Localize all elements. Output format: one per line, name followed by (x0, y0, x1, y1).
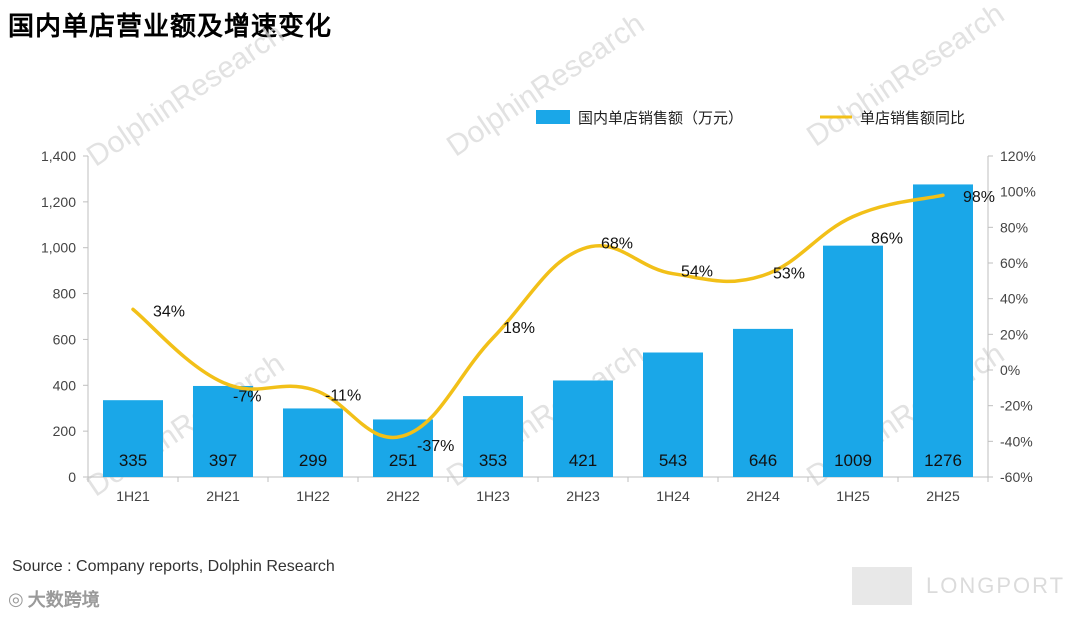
y-right-tick-label: 60% (1000, 255, 1028, 271)
line-value-label: 53% (773, 265, 805, 282)
line-series (131, 193, 945, 440)
bar (103, 400, 163, 477)
y-left-tick-label: 1,200 (41, 194, 76, 210)
watermark-brand: LONGPORT (852, 566, 1068, 606)
bar (643, 352, 703, 477)
bar (463, 396, 523, 477)
x-tick-label: 2H23 (566, 488, 600, 504)
x-tick-label: 1H21 (116, 488, 150, 504)
legend-line-label: 单店销售额同比 (860, 109, 965, 127)
logo-swirl-icon: ◎ (8, 588, 24, 610)
bar-value-label: 1276 (924, 451, 962, 470)
brand-block-icon (852, 567, 912, 605)
x-tick-label: 2H21 (206, 488, 240, 504)
bar-value-label: 421 (569, 451, 597, 470)
watermark-brand-text: LONGPORT (926, 573, 1066, 598)
data-labels: 34% -7% -11% -37% 18% 68% 54% 53% 86% 98% (153, 189, 995, 455)
chart-axes: 0 200 400 600 800 1,000 1,200 1,400 -60% -40% -20%… (41, 148, 1036, 504)
line-value-label: -37% (417, 438, 454, 455)
bar-value-label: 251 (389, 451, 417, 470)
line-value-label: 54% (681, 264, 713, 281)
source-note: Source : Company reports, Dolphin Resear… (12, 558, 335, 575)
y-left-tick-label: 0 (68, 469, 76, 485)
y-left-tick-label: 400 (53, 377, 77, 393)
bar-value-label: 397 (209, 451, 237, 470)
y-left-tick-label: 1,000 (41, 240, 76, 256)
bar-value-label: 335 (119, 451, 147, 470)
bar (373, 419, 433, 477)
bar-value-label: 353 (479, 451, 507, 470)
yoy-growth-line (131, 193, 945, 440)
y-left-tick-label: 1,400 (41, 148, 76, 164)
line-value-label: 18% (503, 320, 535, 337)
x-tick-label: 2H24 (746, 488, 780, 504)
bar (913, 184, 973, 477)
chart-legend: 国内单店销售额（万元） 单店销售额同比 (536, 109, 965, 127)
x-tick-label: 1H24 (656, 488, 690, 504)
y-right-tick-label: 120% (1000, 148, 1036, 164)
y-left-tick-label: 800 (53, 286, 77, 302)
line-value-label: 34% (153, 303, 185, 320)
bar (283, 408, 343, 477)
x-tick-label: 2H25 (926, 488, 960, 504)
bar (193, 385, 253, 477)
bar (553, 380, 613, 477)
watermark-logo: ◎ 大数跨境 (8, 586, 100, 612)
y-left-tick-label: 600 (53, 331, 77, 347)
x-tick-label: 1H23 (476, 488, 510, 504)
line-value-label: 98% (963, 189, 995, 206)
line-value-label: -7% (233, 388, 261, 405)
x-tick-label: 2H22 (386, 488, 420, 504)
x-tick-label: 1H25 (836, 488, 870, 504)
bar-value-label: 1009 (834, 451, 872, 470)
chart-title: 国内单店营业额及增速变化 (8, 12, 333, 42)
bar (733, 328, 793, 477)
bar-series: 335 397 299 251 353 421 543 646 1009 1276 (103, 184, 973, 477)
x-tick-label: 1H22 (296, 488, 330, 504)
legend-bar-label: 国内单店销售额（万元） (578, 109, 743, 127)
y-left-tick-label: 200 (53, 423, 77, 439)
line-value-label: -11% (325, 388, 361, 405)
y-right-tick-label: -20% (1000, 398, 1033, 414)
y-right-tick-label: 40% (1000, 291, 1028, 307)
bar-value-label: 299 (299, 451, 327, 470)
y-right-tick-label: 80% (1000, 219, 1028, 235)
watermark-logo-text: 大数跨境 (27, 590, 100, 611)
bar (823, 245, 883, 477)
y-right-tick-label: 0% (1000, 362, 1020, 378)
legend-bar-swatch (536, 110, 570, 124)
line-value-label: 86% (871, 231, 903, 248)
y-right-tick-label: 20% (1000, 326, 1028, 342)
y-right-tick-label: -60% (1000, 469, 1033, 485)
y-right-tick-label: -40% (1000, 433, 1033, 449)
line-value-label: 68% (601, 236, 633, 253)
y-right-tick-label: 100% (1000, 184, 1036, 200)
bar-value-label: 543 (659, 451, 687, 470)
bar-value-label: 646 (749, 451, 777, 470)
